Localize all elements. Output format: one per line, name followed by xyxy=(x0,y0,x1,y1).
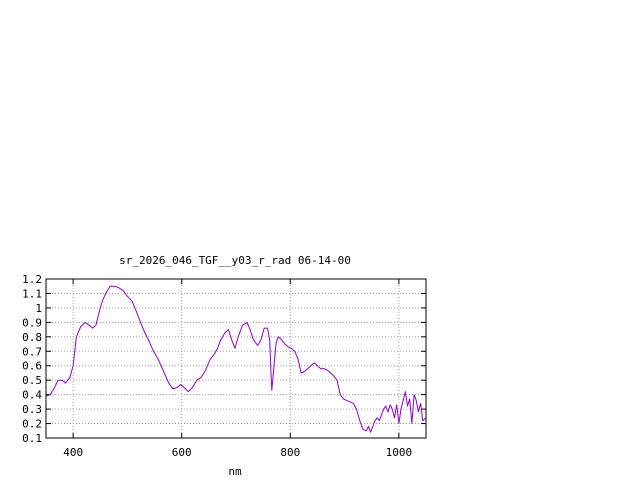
axis-ticks: 0.10.2 0.30.4 0.50.6 0.70.8 0.91 1.11.2 400 600… xyxy=(22,273,426,459)
x-tick-label: 800 xyxy=(280,446,300,459)
y-tick-label: 1.2 xyxy=(22,273,42,286)
x-tick-label: 1000 xyxy=(386,446,413,459)
y-tick-label: 0.3 xyxy=(22,403,42,416)
y-tick-label: 0.8 xyxy=(22,331,42,344)
plot-frame xyxy=(45,278,427,439)
y-tick-label: 0.5 xyxy=(22,374,42,387)
y-tick-label: 0.1 xyxy=(22,432,42,445)
y-tick-label: 0.4 xyxy=(22,389,42,402)
series-line xyxy=(45,285,427,433)
series-layer xyxy=(45,285,427,433)
x-axis-label: nm xyxy=(228,465,242,478)
y-tick-label: 1 xyxy=(35,302,42,315)
y-tick-label: 0.7 xyxy=(22,345,42,358)
grid xyxy=(46,279,426,438)
y-tick-label: 1.1 xyxy=(22,287,42,300)
y-tick-label: 0.2 xyxy=(22,418,42,431)
x-tick-label: 600 xyxy=(172,446,192,459)
y-tick-label: 0.6 xyxy=(22,360,42,373)
y-tick-label: 0.9 xyxy=(22,316,42,329)
x-tick-label: 400 xyxy=(63,446,83,459)
chart-title: sr_2026_046_TGF__y03_r_rad 06-14-00 xyxy=(119,254,351,267)
